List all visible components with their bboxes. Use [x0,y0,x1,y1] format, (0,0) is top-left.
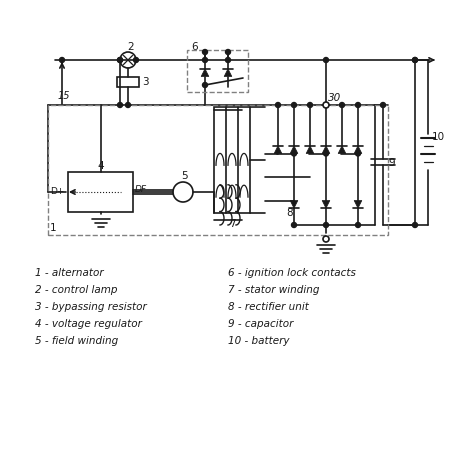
Text: 2 - control lamp: 2 - control lamp [35,285,117,295]
Polygon shape [290,201,298,208]
Circle shape [126,103,130,108]
Circle shape [225,50,230,54]
Polygon shape [338,146,346,153]
Polygon shape [201,69,209,76]
Circle shape [292,222,297,228]
Text: 2: 2 [128,42,134,52]
Text: 4 - voltage regulator: 4 - voltage regulator [35,319,142,329]
Circle shape [117,58,122,63]
Text: 3: 3 [142,77,148,87]
Circle shape [202,50,207,54]
Text: 5 - field winding: 5 - field winding [35,336,118,346]
Text: 1 - alternator: 1 - alternator [35,268,104,278]
Circle shape [323,236,329,242]
Circle shape [202,58,207,63]
Circle shape [292,103,297,108]
Polygon shape [322,201,330,208]
Polygon shape [274,146,282,153]
Circle shape [225,58,230,63]
Text: 7 - stator winding: 7 - stator winding [228,285,320,295]
Text: 6: 6 [191,42,198,52]
Circle shape [134,58,139,63]
Bar [117,77,139,87]
Text: 1: 1 [50,223,57,233]
Text: 6 - ignition lock contacts: 6 - ignition lock contacts [228,268,356,278]
Circle shape [307,103,312,108]
Circle shape [275,103,280,108]
Text: 4: 4 [97,161,104,171]
Circle shape [324,103,328,108]
Text: D+: D+ [50,187,64,196]
Text: 8 - rectifier unit: 8 - rectifier unit [228,302,309,312]
Polygon shape [354,201,362,208]
Text: 7: 7 [229,219,235,229]
Bar [187,50,248,92]
Polygon shape [322,146,330,153]
Text: 3 - bypassing resistor: 3 - bypassing resistor [35,302,147,312]
Circle shape [324,222,328,228]
Text: DF: DF [135,185,147,194]
Circle shape [413,58,418,63]
Circle shape [381,103,386,108]
Text: 10 - battery: 10 - battery [228,336,289,346]
Circle shape [323,102,329,108]
Circle shape [59,58,64,63]
Circle shape [356,222,360,228]
Text: 8: 8 [286,208,292,218]
Polygon shape [354,146,362,153]
Circle shape [117,58,122,63]
Circle shape [202,82,207,87]
Circle shape [339,103,345,108]
Circle shape [117,103,122,108]
Circle shape [324,151,328,156]
Text: 9: 9 [388,158,395,168]
Polygon shape [306,146,314,153]
Text: 10: 10 [432,132,445,143]
Circle shape [356,103,360,108]
Circle shape [413,222,418,228]
Circle shape [356,151,360,156]
Bar [214,107,250,213]
Circle shape [413,58,418,63]
Text: 15: 15 [58,91,71,101]
Bar [48,105,388,235]
Polygon shape [224,69,232,76]
Bar [68,172,133,212]
Text: 30: 30 [328,93,341,103]
Text: 5: 5 [182,171,188,181]
Circle shape [292,151,297,156]
Circle shape [324,58,328,63]
Text: 9 - capacitor: 9 - capacitor [228,319,293,329]
Polygon shape [290,146,298,153]
